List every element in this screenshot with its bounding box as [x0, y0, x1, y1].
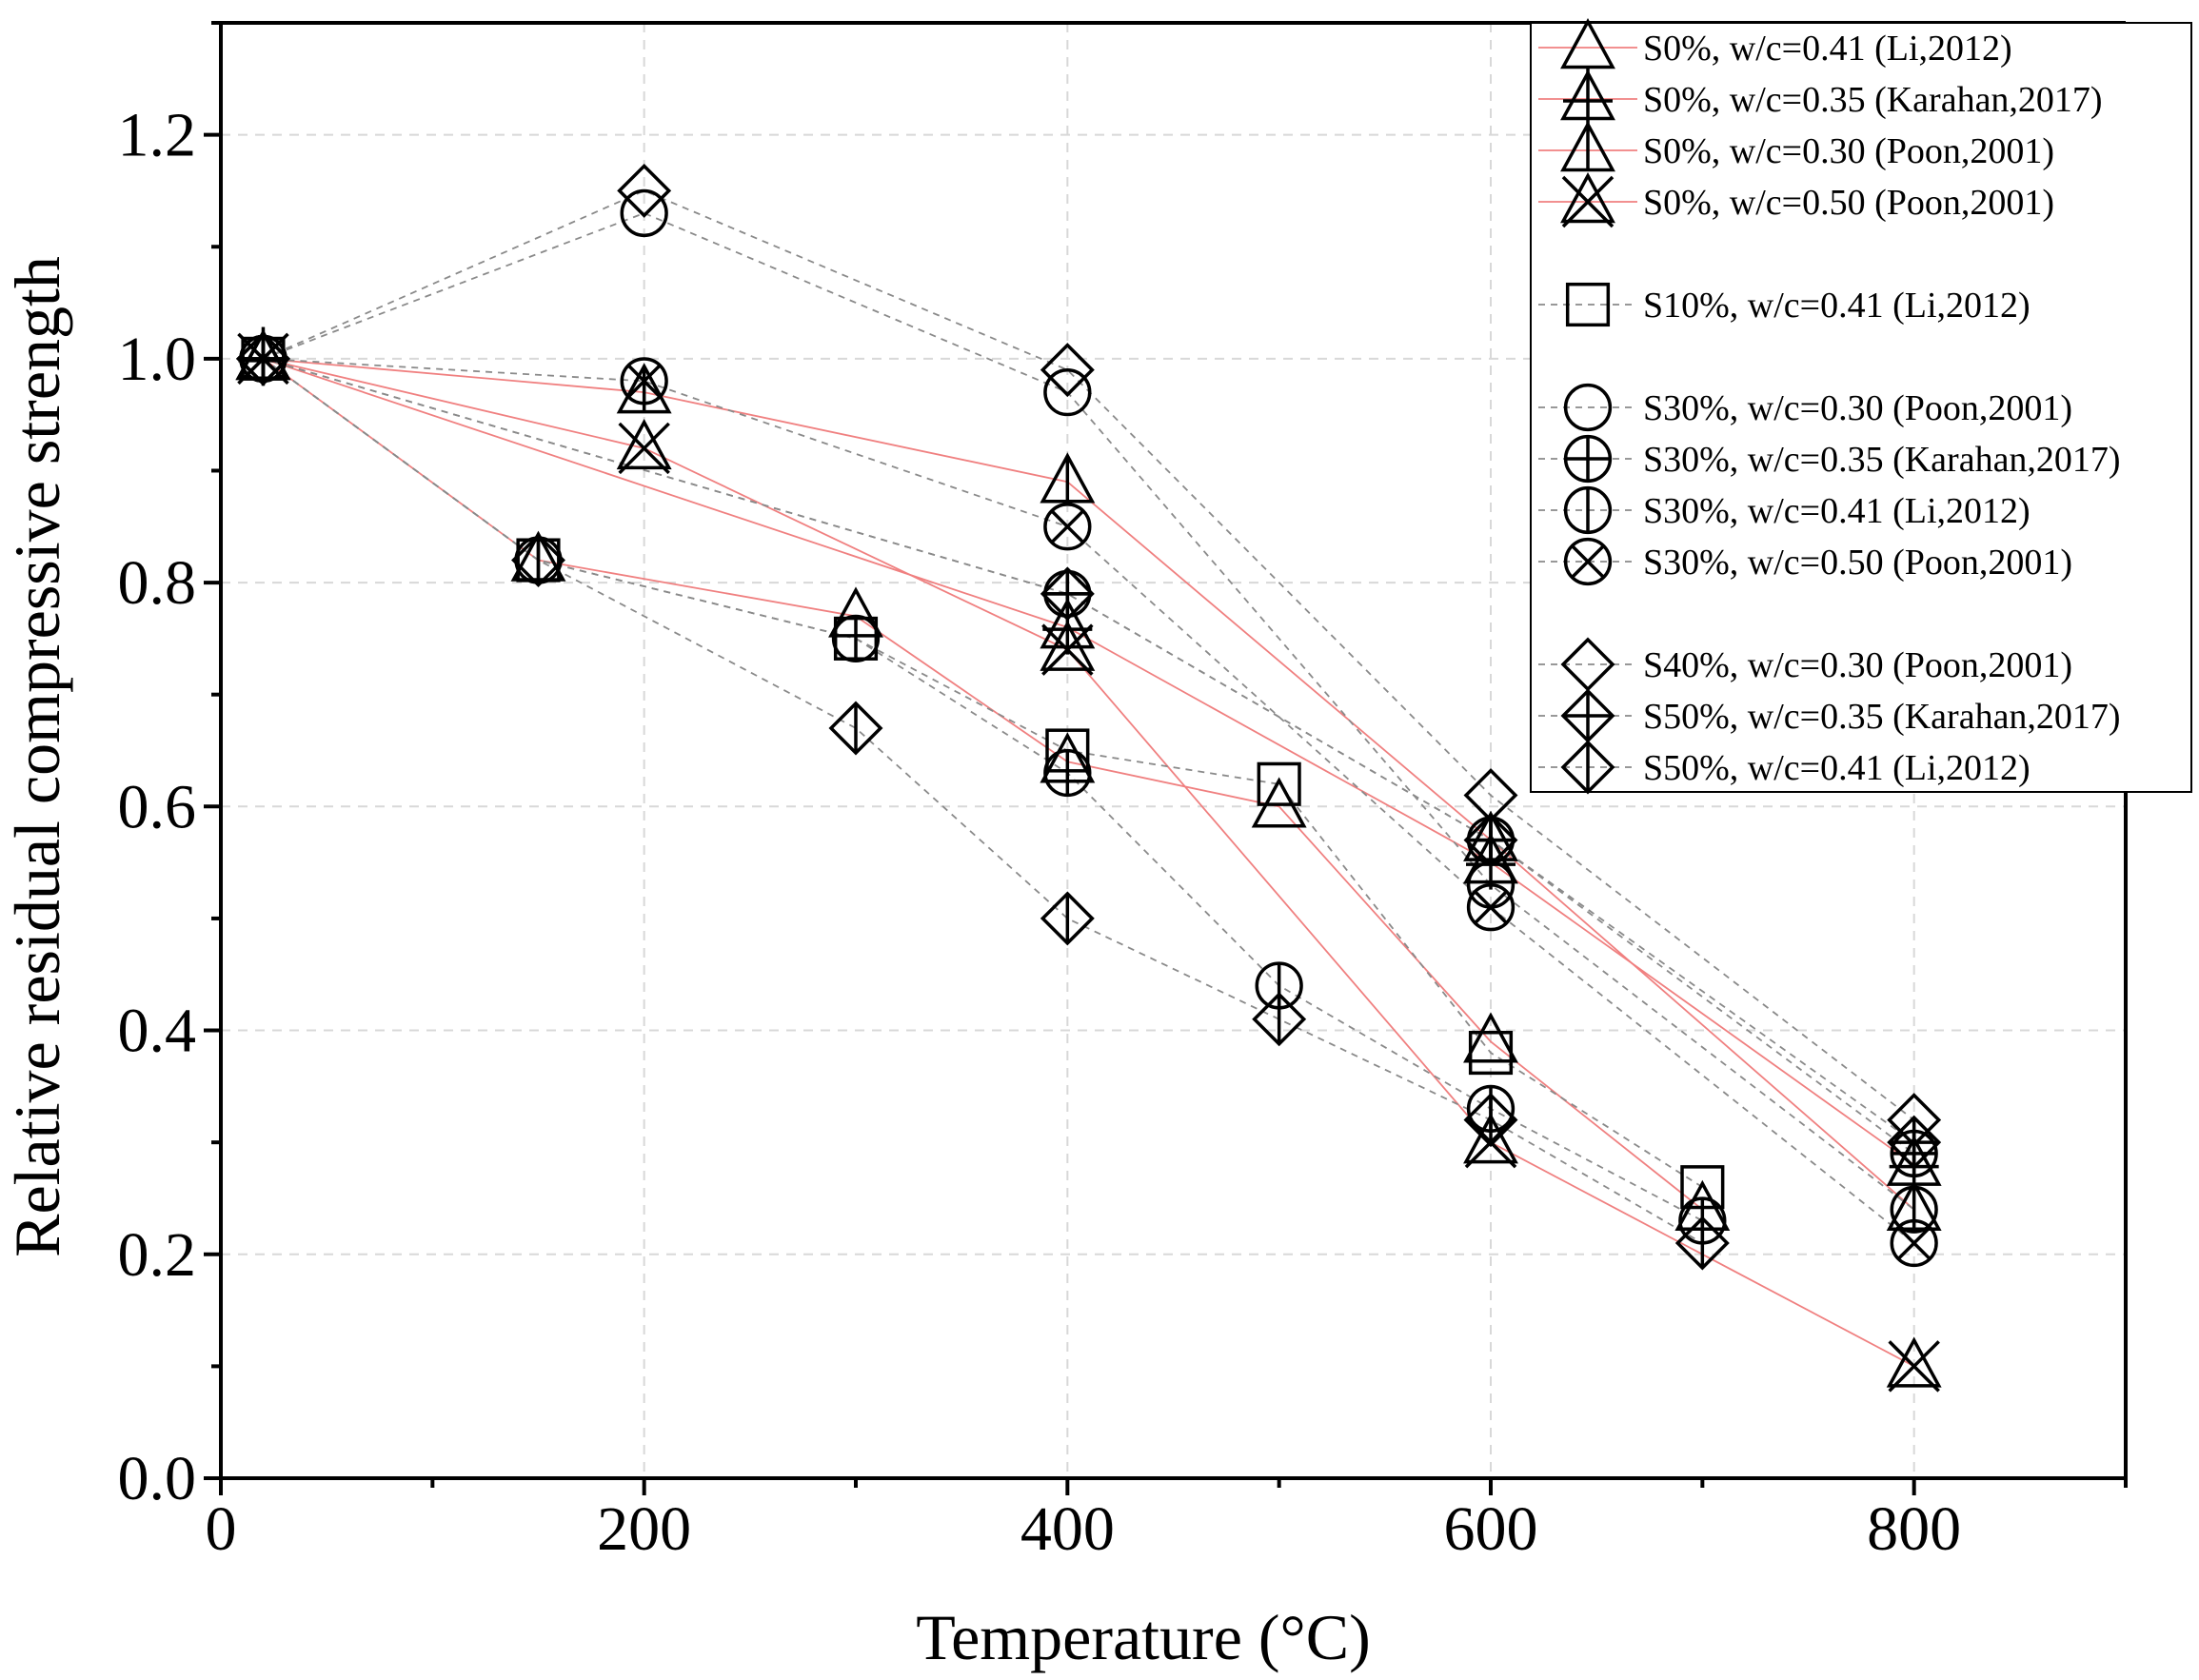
data-point-s8-p1: [620, 357, 668, 405]
legend-label-7: S30%, w/c=0.41 (Li,2012): [1643, 491, 2031, 531]
series-line-9: [263, 189, 1915, 1121]
data-point-s7-p2: [831, 614, 881, 663]
y-axis-title: Relative residual compressive strength: [1, 256, 73, 1257]
legend-label-10: S50%, w/c=0.35 (Karahan,2017): [1643, 697, 2121, 737]
legend-label-3: S0%, w/c=0.50 (Poon,2001): [1643, 183, 2054, 223]
series-markers: [235, 163, 1942, 1393]
legend-label-5: S30%, w/c=0.30 (Poon,2001): [1643, 388, 2072, 428]
series-line-0: [262, 358, 1703, 1211]
x-tick-label: 400: [1020, 1494, 1115, 1564]
data-point-s5-p2: [1043, 367, 1092, 417]
legend-marker-2: [1560, 121, 1615, 172]
series-line-10: [263, 357, 1915, 1143]
data-point-s10-p3: [1887, 1115, 1942, 1170]
legend-box: [1530, 22, 2192, 793]
legend-label-6: S30%, w/c=0.35 (Karahan,2017): [1643, 440, 2121, 480]
series-line-7: [262, 358, 1703, 1222]
data-point-s3-p4: [1886, 1336, 1942, 1393]
data-point-s10-p1: [1040, 566, 1095, 622]
y-tick-label: 1.0: [118, 325, 197, 394]
legend-label-1: S0%, w/c=0.35 (Karahan,2017): [1643, 80, 2103, 120]
x-tick-label: 200: [597, 1494, 691, 1564]
data-point-s8-p2: [1043, 503, 1092, 551]
data-point-s11-p6: [1674, 1216, 1730, 1271]
data-point-s8-p4: [1890, 1218, 1938, 1268]
data-point-s11-p5: [1463, 1093, 1518, 1148]
legend-label-0: S0%, w/c=0.41 (Li,2012): [1643, 29, 2012, 69]
legend-marker-8: [1563, 537, 1613, 586]
data-point-s3-p2: [1040, 620, 1096, 676]
data-point-s11-p2: [828, 701, 883, 756]
y-tick-label: 0.4: [118, 997, 197, 1066]
y-tick-label: 0.8: [118, 548, 197, 618]
y-tick-label: 1.2: [118, 101, 197, 170]
legend-marker-5: [1563, 383, 1613, 432]
x-tick-label: 800: [1867, 1494, 1961, 1564]
data-point-s4-p5: [1468, 1030, 1514, 1076]
data-point-s0-p5: [1463, 1012, 1518, 1063]
legend-label-8: S30%, w/c=0.50 (Poon,2001): [1643, 543, 2072, 583]
data-point-s8-p3: [1466, 883, 1516, 932]
legend-marker-7: [1563, 485, 1613, 535]
data-point-s11-p0: [235, 331, 290, 386]
data-point-s10-p2: [1463, 813, 1518, 868]
legend-marker-1: [1560, 67, 1615, 127]
x-tick-label: 600: [1444, 1494, 1538, 1564]
y-tick-label: 0.0: [118, 1444, 197, 1513]
legend-label-2: S0%, w/c=0.30 (Poon,2001): [1643, 131, 2054, 171]
data-point-s2-p2: [1040, 452, 1096, 504]
legend-label-9: S40%, w/c=0.30 (Poon,2001): [1643, 645, 2072, 685]
data-point-s11-p4: [1252, 992, 1307, 1047]
data-point-s5-p1: [620, 188, 668, 238]
y-tick-label: 0.6: [118, 772, 197, 841]
legend-marker-4: [1565, 282, 1611, 327]
data-point-s5-p4: [1890, 1185, 1938, 1234]
series-line-5: [263, 211, 1915, 1211]
data-point-s11-p3: [1040, 891, 1095, 946]
legend-marker-0: [1560, 18, 1615, 69]
legend-label-11: S50%, w/c=0.41 (Li,2012): [1643, 748, 2031, 788]
data-point-s9-p2: [1040, 343, 1095, 398]
data-point-s3-p1: [616, 418, 672, 475]
series-line-1: [263, 357, 1915, 1166]
legend-marker-6: [1563, 434, 1613, 484]
data-point-s11-p1: [511, 533, 565, 588]
legend-label-4: S10%, w/c=0.41 (Li,2012): [1643, 286, 2031, 326]
x-axis-title: Temperature (°C): [916, 1601, 1370, 1673]
data-point-s4-p4: [1257, 761, 1301, 806]
data-point-s9-p1: [617, 163, 672, 218]
legend: S0%, w/c=0.41 (Li,2012) S0%, w/c=0.35 (Ka…: [1530, 18, 2192, 795]
legend-marker-11: [1560, 740, 1615, 795]
tick-labels: 0 200 400 600 800 0.0 0.2 0.4 0.6 0.8 1.0 1.2: [118, 101, 1962, 1564]
y-tick-label: 0.2: [118, 1220, 197, 1290]
series-line-11: [262, 358, 1703, 1244]
legend-marker-3: [1560, 172, 1615, 228]
data-point-s7-p3: [1043, 748, 1092, 798]
x-tick-label: 0: [206, 1494, 237, 1564]
